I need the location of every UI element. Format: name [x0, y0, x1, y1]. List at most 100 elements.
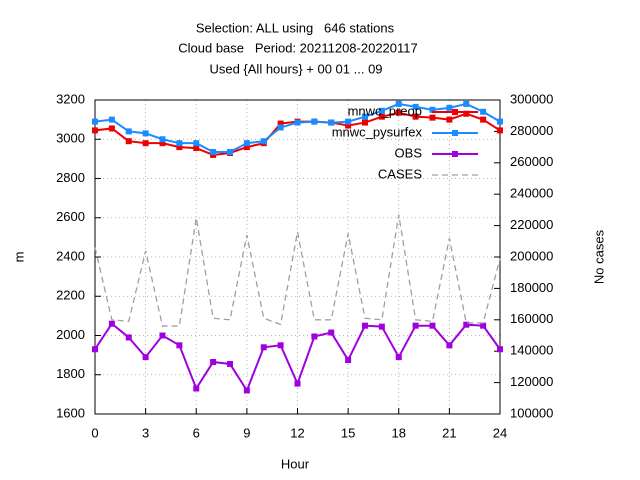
- data-point: [125, 334, 132, 341]
- y2-tick-label: 120000: [510, 374, 553, 389]
- y-tick-label: 1600: [56, 405, 85, 420]
- y2-tick-label: 180000: [510, 280, 553, 295]
- data-point: [395, 354, 402, 361]
- series-line: [94, 214, 501, 327]
- data-point: [176, 140, 183, 147]
- y-tick-label: 3200: [56, 91, 85, 106]
- data-point: [193, 385, 200, 392]
- data-point: [108, 320, 115, 327]
- data-point: [142, 140, 149, 147]
- data-point: [497, 346, 503, 353]
- y2-tick-label: 280000: [510, 123, 553, 138]
- data-point: [378, 113, 385, 120]
- data-point: [362, 113, 368, 120]
- data-point: [294, 119, 301, 126]
- x-axis-label: Hour: [281, 456, 310, 471]
- data-point: [345, 122, 352, 129]
- data-point: [277, 120, 284, 127]
- data-point: [429, 114, 436, 121]
- data-point: [463, 100, 470, 107]
- legend-label: mnwc_pysurfex: [332, 124, 423, 139]
- data-point: [395, 100, 402, 107]
- data-point: [92, 127, 98, 134]
- data-point: [412, 113, 419, 120]
- chart-title: Cloud base Period: 20211208-20220117: [178, 40, 417, 55]
- data-point: [378, 107, 385, 114]
- data-point: [345, 118, 352, 125]
- y2-tick-label: 100000: [510, 405, 553, 420]
- data-point: [429, 322, 436, 329]
- data-point: [108, 116, 115, 123]
- data-point: [193, 145, 200, 152]
- y2-tick-label: 300000: [510, 91, 553, 106]
- data-point: [210, 358, 217, 365]
- data-point: [480, 108, 487, 115]
- data-point: [159, 140, 166, 147]
- x-tick-label: 18: [392, 425, 406, 440]
- y2-axis-label: No cases: [591, 229, 606, 284]
- data-point: [92, 118, 98, 125]
- data-point: [260, 138, 267, 145]
- chart-title: Used {All hours} + 00 01 ... 09: [209, 61, 382, 76]
- data-point: [294, 380, 301, 387]
- data-point: [328, 329, 335, 336]
- y-tick-label: 2800: [56, 170, 85, 185]
- data-point: [328, 119, 335, 126]
- data-point: [311, 118, 318, 125]
- data-point: [243, 144, 250, 151]
- data-point: [395, 109, 402, 116]
- data-point: [378, 323, 385, 330]
- x-tick-label: 21: [442, 425, 456, 440]
- legend-label: OBS: [395, 145, 423, 160]
- y-tick-label: 2600: [56, 209, 85, 224]
- y2-tick-label: 260000: [510, 154, 553, 169]
- y-tick-label: 2000: [56, 327, 85, 342]
- y-tick-label: 2400: [56, 248, 85, 263]
- data-point: [277, 124, 284, 131]
- data-point: [480, 116, 487, 123]
- data-point: [446, 342, 453, 349]
- data-point: [125, 138, 132, 145]
- data-point: [159, 332, 166, 339]
- y-tick-label: 2200: [56, 288, 85, 303]
- x-tick-label: 3: [142, 425, 149, 440]
- x-tick-label: 15: [341, 425, 355, 440]
- y2-tick-label: 140000: [510, 343, 553, 358]
- data-point: [210, 149, 217, 156]
- data-point: [92, 346, 98, 353]
- data-point: [412, 103, 419, 110]
- x-tick-label: 24: [493, 425, 507, 440]
- x-tick-label: 12: [290, 425, 304, 440]
- y2-tick-label: 200000: [510, 248, 553, 263]
- data-point: [463, 110, 470, 117]
- data-point: [480, 322, 487, 329]
- legend-marker: [452, 109, 458, 115]
- data-point: [497, 118, 503, 125]
- data-point: [277, 342, 284, 349]
- data-point: [362, 322, 368, 329]
- data-point: [362, 119, 368, 126]
- data-point: [345, 357, 352, 364]
- data-point: [142, 354, 149, 361]
- legend-label: mnwc_preop: [348, 103, 422, 118]
- data-point: [227, 149, 233, 156]
- y2-tick-label: 220000: [510, 217, 553, 232]
- data-point: [446, 104, 453, 111]
- data-point: [176, 342, 183, 349]
- x-tick-label: 0: [91, 425, 98, 440]
- x-tick-label: 9: [243, 425, 250, 440]
- data-point: [412, 322, 419, 329]
- y2-tick-label: 160000: [510, 311, 553, 326]
- data-point: [193, 140, 200, 147]
- y-tick-label: 1800: [56, 366, 85, 381]
- legend-label: CASES: [378, 166, 422, 181]
- y-axis-label: m: [11, 252, 26, 263]
- data-point: [159, 136, 166, 143]
- data-point: [176, 144, 183, 151]
- data-point: [243, 387, 250, 394]
- data-point: [446, 116, 453, 123]
- data-point: [260, 344, 267, 351]
- data-point: [227, 360, 233, 367]
- plot-frame: [94, 99, 501, 415]
